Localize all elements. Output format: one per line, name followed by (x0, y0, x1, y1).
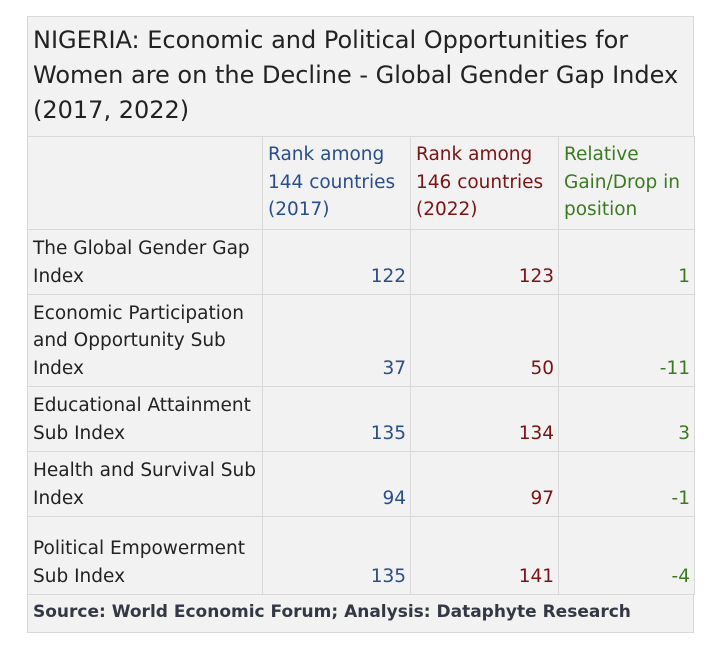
row-label: Economic Participation and Opportunity S… (27, 294, 263, 387)
table-row: Political Empowerment Sub Index 135 141 … (27, 516, 695, 595)
source-note: Source: World Economic Forum; Analysis: … (27, 595, 694, 633)
cell-rank-2022: 50 (410, 294, 559, 387)
table-widget: NIGERIA: Economic and Political Opportun… (27, 16, 695, 633)
cell-rank-2017: 37 (262, 294, 411, 387)
row-label: Educational Attainment Sub Index (27, 386, 263, 452)
table-row: Health and Survival Sub Index 94 97 -1 (27, 451, 695, 517)
row-label: Political Empowerment Sub Index (27, 516, 263, 595)
table-row: Educational Attainment Sub Index 135 134… (27, 386, 695, 452)
data-table: Rank among 144 countries (2017) Rank amo… (27, 136, 695, 595)
table-row: Economic Participation and Opportunity S… (27, 294, 695, 387)
cell-rank-2022: 134 (410, 386, 559, 452)
header-row: Rank among 144 countries (2017) Rank amo… (27, 136, 695, 230)
cell-rank-2017: 94 (262, 451, 411, 517)
row-label: Health and Survival Sub Index (27, 451, 263, 517)
cell-change: -4 (558, 516, 695, 595)
header-rank-2022: Rank among 146 countries (2022) (410, 136, 559, 230)
cell-rank-2022: 141 (410, 516, 559, 595)
cell-rank-2017: 135 (262, 386, 411, 452)
header-cell-empty (27, 136, 263, 230)
cell-change: -11 (558, 294, 695, 387)
cell-rank-2017: 122 (262, 229, 411, 295)
cell-change: 1 (558, 229, 695, 295)
header-relative-change: Relative Gain/Drop in position (558, 136, 695, 230)
cell-rank-2022: 97 (410, 451, 559, 517)
cell-rank-2022: 123 (410, 229, 559, 295)
cell-rank-2017: 135 (262, 516, 411, 595)
table-row: The Global Gender Gap Index 122 123 1 (27, 229, 695, 295)
header-rank-2017: Rank among 144 countries (2017) (262, 136, 411, 230)
cell-change: 3 (558, 386, 695, 452)
row-label: The Global Gender Gap Index (27, 229, 263, 295)
cell-change: -1 (558, 451, 695, 517)
table-title: NIGERIA: Economic and Political Opportun… (27, 16, 694, 136)
